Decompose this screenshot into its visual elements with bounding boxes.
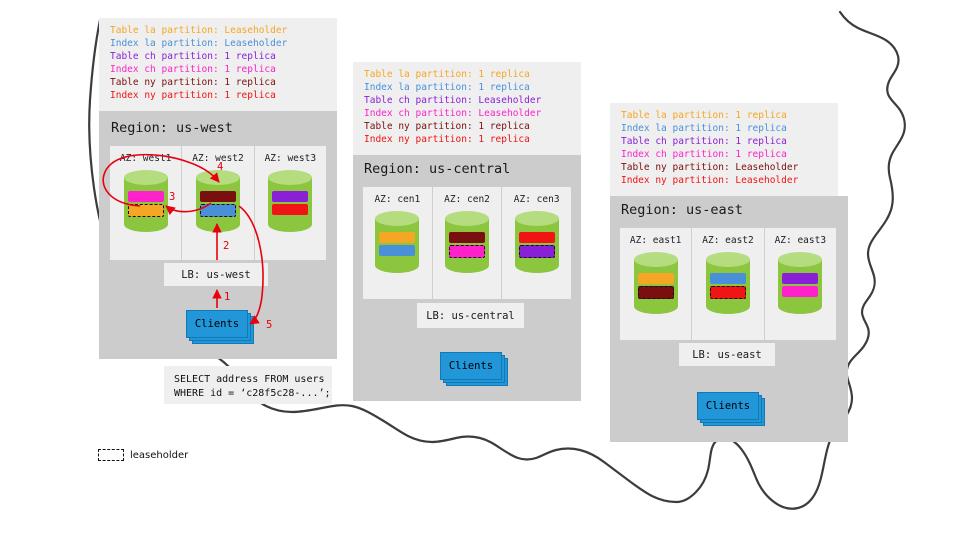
node-cylinder <box>195 170 240 232</box>
az-strip-us-central: AZ: cen1 AZ: cen2 AZ: cen3 <box>363 187 571 299</box>
info-line: Index la partition: 1 replica <box>621 123 787 134</box>
node-cylinder <box>445 211 489 273</box>
az-cell-east1[interactable]: AZ: east1 <box>620 228 693 340</box>
partition-bar <box>782 273 819 284</box>
info-line: Table ny partition: 1 replica <box>364 121 530 132</box>
partition-bar <box>379 245 416 256</box>
partition-bar <box>127 191 164 202</box>
node-cylinder <box>705 252 750 314</box>
info-line: Index ny partition: 1 replica <box>110 90 276 101</box>
node-cylinder <box>268 170 313 232</box>
info-line: Table ch partition: Leaseholder <box>364 95 542 106</box>
az-label: AZ: cen1 <box>374 194 421 205</box>
region-title-us-east: Region: us-east <box>621 202 743 218</box>
region-title-us-west: Region: us-west <box>111 120 233 136</box>
az-label: AZ: east1 <box>629 235 682 246</box>
clients-label: Clients <box>697 392 759 420</box>
info-line: Index ny partition: Leaseholder <box>621 175 799 186</box>
az-strip-us-east: AZ: east1 AZ: east2 AZ: east3 <box>620 228 836 340</box>
az-label: AZ: cen2 <box>444 194 490 205</box>
az-label: AZ: west3 <box>264 153 317 164</box>
region-info-us-central: Table la partition: 1 replica Index la p… <box>353 62 581 155</box>
clients-label: Clients <box>440 352 502 380</box>
clients-us-central[interactable]: Clients <box>440 352 508 386</box>
partition-bar-leaseholder <box>449 245 485 258</box>
partition-bar <box>518 232 555 243</box>
legend-label: leaseholder <box>130 449 189 461</box>
step-number-2: 2 <box>223 240 230 252</box>
az-cell-cen3[interactable]: AZ: cen3 <box>502 187 571 299</box>
step-number-1: 1 <box>224 291 231 303</box>
info-line: Index la partition: 1 replica <box>364 82 530 93</box>
info-line: Table la partition: 1 replica <box>364 69 530 80</box>
region-info-us-west: Table la partition: Leaseholder Index la… <box>99 18 337 111</box>
partition-bar-leaseholder <box>127 204 164 217</box>
info-line: Table la partition: Leaseholder <box>110 25 288 36</box>
partition-bar-leaseholder <box>518 245 555 258</box>
node-cylinder <box>778 252 823 314</box>
region-info-us-east: Table la partition: 1 replica Index la p… <box>610 103 838 196</box>
az-label: AZ: cen3 <box>513 194 560 205</box>
load-balancer-us-central[interactable]: LB: us-central <box>417 303 524 328</box>
partition-bar <box>782 286 819 297</box>
info-line: Index ny partition: 1 replica <box>364 134 530 145</box>
info-line: Table ny partition: Leaseholder <box>621 162 799 173</box>
az-cell-cen2[interactable]: AZ: cen2 <box>433 187 503 299</box>
partition-bar <box>637 273 674 284</box>
partition-bar <box>272 191 309 202</box>
info-line: Index ch partition: Leaseholder <box>364 108 542 119</box>
partition-bar <box>272 204 309 215</box>
leaseholder-swatch-icon <box>98 449 124 461</box>
az-label: AZ: west1 <box>119 153 172 164</box>
info-line: Table la partition: 1 replica <box>621 110 787 121</box>
partition-bar-leaseholder <box>637 286 674 299</box>
load-balancer-us-west[interactable]: LB: us-west <box>164 263 268 286</box>
info-line: Index ch partition: 1 replica <box>621 149 787 160</box>
sql-line-2: WHERE id = ‘c28f5c28-...’; <box>174 388 331 399</box>
az-cell-cen1[interactable]: AZ: cen1 <box>363 187 433 299</box>
clients-us-west[interactable]: Clients <box>186 310 254 344</box>
az-label: AZ: east2 <box>702 235 754 246</box>
az-cell-east3[interactable]: AZ: east3 <box>765 228 836 340</box>
legend: leaseholder <box>98 449 188 461</box>
node-cylinder <box>633 252 678 314</box>
partition-bar <box>449 232 485 243</box>
load-balancer-us-east[interactable]: LB: us-east <box>679 343 775 366</box>
info-line: Table ny partition: 1 replica <box>110 77 276 88</box>
az-cell-west3[interactable]: AZ: west3 <box>255 146 326 260</box>
node-cylinder <box>123 170 168 232</box>
sql-line-1: SELECT address FROM users <box>174 374 325 385</box>
node-cylinder <box>375 211 420 273</box>
partition-bar <box>199 191 236 202</box>
step-number-4: 4 <box>217 161 224 173</box>
info-line: Table ch partition: 1 replica <box>110 51 276 62</box>
partition-bar <box>379 232 416 243</box>
az-cell-east2[interactable]: AZ: east2 <box>692 228 765 340</box>
node-cylinder <box>514 211 559 273</box>
partition-bar-leaseholder <box>199 204 236 217</box>
step-number-3: 3 <box>169 191 176 203</box>
info-line: Table ch partition: 1 replica <box>621 136 787 147</box>
clients-label: Clients <box>186 310 248 338</box>
info-line: Index ch partition: 1 replica <box>110 64 276 75</box>
step-number-5: 5 <box>266 319 273 331</box>
az-label: AZ: east3 <box>774 235 827 246</box>
az-cell-west1[interactable]: AZ: west1 <box>110 146 183 260</box>
partition-bar-leaseholder <box>709 286 746 299</box>
sql-query-box: SELECT address FROM users WHERE id = ‘c2… <box>164 366 332 404</box>
clients-us-east[interactable]: Clients <box>697 392 765 426</box>
partition-bar <box>709 273 746 284</box>
info-line: Index la partition: Leaseholder <box>110 38 288 49</box>
region-title-us-central: Region: us-central <box>364 161 511 177</box>
